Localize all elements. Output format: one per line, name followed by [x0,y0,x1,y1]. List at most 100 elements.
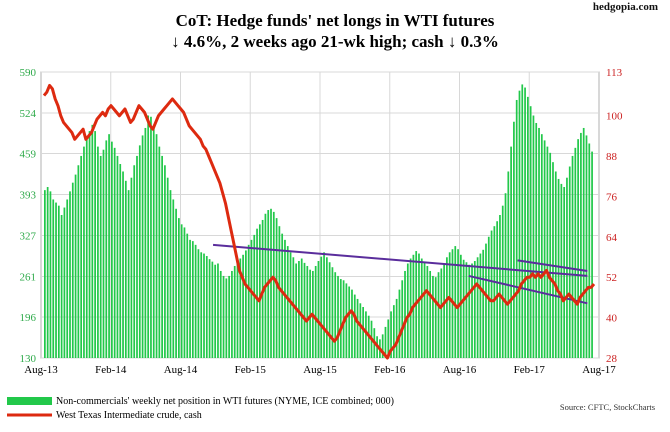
net-position-bar [111,141,113,358]
net-position-bar [420,258,423,358]
net-position-bar [122,171,124,358]
net-position-bar [568,166,571,358]
net-position-bar [152,124,155,358]
net-position-bar [423,262,426,358]
net-position-bar [150,116,152,359]
net-position-bar [272,211,275,358]
net-position-bar [437,272,440,358]
net-position-bar [543,140,546,358]
net-position-bar [448,252,451,358]
net-position-bar [258,224,261,358]
net-position-bar [331,267,334,358]
net-position-bar [459,254,462,358]
x-axis-ticks: Aug-13 Feb-14 Aug-14 Feb-15 Aug-15 Feb-16 Aug-… [24,364,616,376]
net-position-bar [172,199,175,358]
net-position-bar [191,241,194,358]
net-position-bar [158,146,161,358]
x-tick-label: Aug-13 [24,364,58,376]
left-tick-label: 327 [20,231,37,243]
net-position-bar [323,252,325,358]
net-position-bar [490,230,493,358]
net-position-bar [365,311,367,358]
net-position-bar [499,215,501,358]
net-position-bar [582,127,585,359]
net-position-bar [406,263,409,358]
net-position-bar [138,145,141,358]
net-position-bar [356,298,359,358]
net-position-bar [457,249,459,358]
net-position-bar [102,149,105,358]
net-position-bar [300,258,303,358]
net-position-bar [521,84,524,359]
right-tick-label: 64 [606,232,618,244]
net-position-bar [524,87,526,358]
net-position-bar [247,244,250,358]
net-position-bar [214,264,217,358]
net-position-bar [580,132,582,358]
net-position-bar [306,265,309,358]
net-position-bar [147,115,150,359]
net-position-bar [57,205,60,358]
net-position-bar [80,155,83,358]
net-position-bar [222,275,225,358]
net-position-bar [560,183,563,358]
net-position-bar [250,239,253,358]
net-position-bar [219,270,222,358]
net-position-bar [119,164,122,358]
watermark: hedgopia.com [593,1,658,13]
net-position-bar [387,319,390,358]
net-position-bar [292,257,295,358]
net-position-bar [462,259,465,358]
net-position-bar [236,262,239,358]
net-position-bar [200,252,203,358]
net-position-bar [585,135,588,358]
net-position-bar [208,259,211,358]
net-position-bar [127,190,130,358]
net-position-bar [303,262,306,358]
net-position-bar [136,155,138,358]
net-position-bar [588,143,591,358]
net-position-bar [233,265,236,358]
net-position-bars [44,84,593,359]
net-position-bar [577,139,579,358]
net-position-bar [69,191,71,358]
net-position-bar [532,115,535,359]
x-tick-label: Feb-14 [95,364,127,376]
net-position-bar [231,270,233,358]
net-position-bar [228,275,230,358]
net-position-bar [496,221,499,358]
net-position-bar [546,146,549,358]
net-position-bar [513,121,515,359]
net-position-bar [401,280,404,358]
net-position-bar [205,256,208,358]
net-position-bar [242,254,244,358]
net-position-bar [225,278,228,358]
channel-top [517,259,588,272]
net-position-bar [554,171,557,358]
net-position-bar [337,275,339,358]
net-position-bar [169,190,172,358]
net-position-bar [362,307,364,358]
net-position-bar [175,208,177,358]
net-position-bar [116,155,119,358]
net-position-bar [485,243,487,358]
net-position-bar [278,226,281,358]
net-position-bar [443,263,445,358]
net-position-bar [426,265,429,358]
net-position-bar [130,177,133,358]
net-position-bar [211,261,214,358]
net-position-bar [465,262,468,358]
net-position-bar [515,99,518,358]
net-position-bar [381,334,384,358]
net-position-bar [133,165,136,358]
net-position-bar [325,257,328,358]
net-position-bar [289,252,292,358]
net-position-bar [144,127,147,359]
net-position-bar [97,146,99,358]
net-position-bar [557,178,560,358]
net-position-bar [328,262,331,358]
net-position-bar [49,191,52,358]
net-position-bar [141,135,144,358]
upper-trend [212,243,588,277]
net-position-bar [526,96,529,359]
